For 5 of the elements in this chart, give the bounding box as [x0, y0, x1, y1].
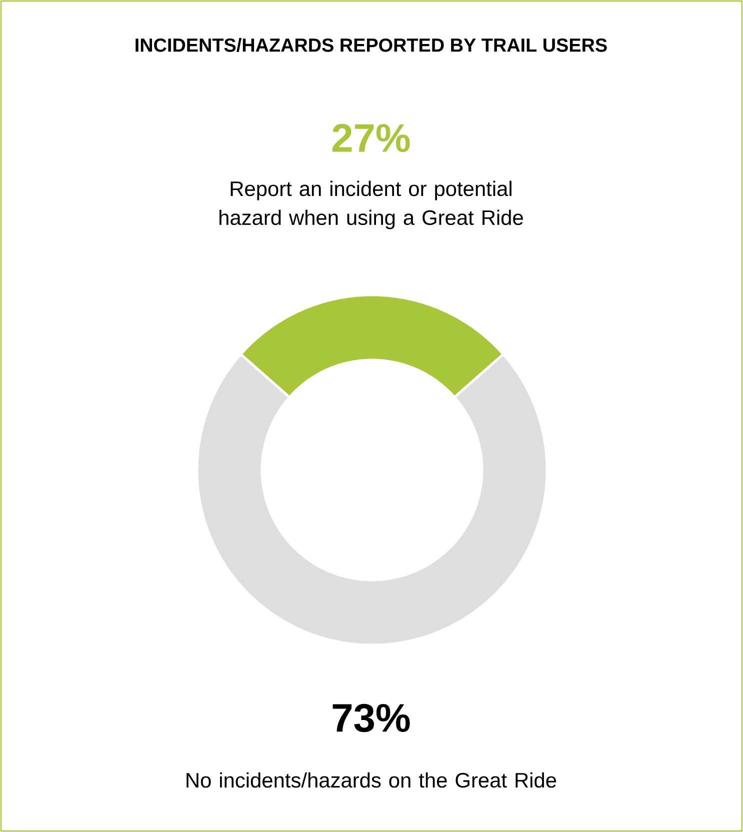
- slice-label: Report an incident or potential hazard when using a Great Ride: [220, 180, 523, 230]
- data-label: 73%: [332, 704, 410, 732]
- chart-title: INCIDENTS/HAZARDS REPORTED BY TRAIL USERS: [136, 38, 607, 52]
- slice-label: No incidents/hazards on the Great Ride: [186, 772, 556, 788]
- data-label: 27%: [332, 124, 410, 152]
